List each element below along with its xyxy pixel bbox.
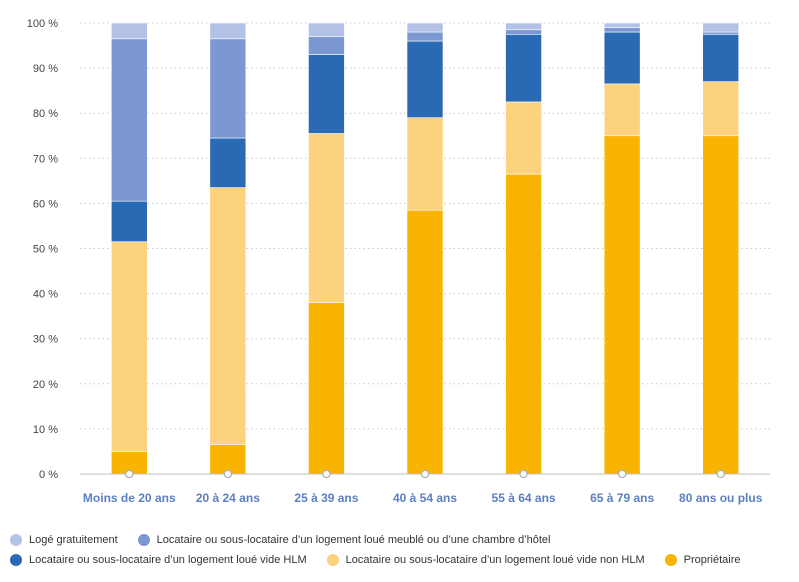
y-tick-label: 100 %	[27, 18, 58, 30]
bar-segment	[209, 137, 247, 188]
x-axis-marker	[420, 469, 430, 479]
bar-segment	[505, 29, 542, 35]
bar-segment	[603, 135, 641, 475]
x-tick-label: 25 à 39 ans	[294, 491, 358, 505]
bar-segment	[505, 22, 542, 31]
legend: Logé gratuitement Locataire ou sous-loca…	[10, 530, 795, 570]
axis-markers	[125, 469, 725, 479]
bar-segment	[110, 38, 148, 202]
x-tick-label: 55 à 64 ans	[492, 491, 556, 505]
bar-segment	[308, 302, 345, 475]
legend-label: Propriétaire	[683, 554, 741, 566]
y-tick-label: 70 %	[33, 153, 58, 165]
x-tick-label: Moins de 20 ans	[83, 491, 176, 505]
bar-segment	[209, 38, 247, 139]
x-axis-marker	[519, 469, 528, 479]
bar-segment	[110, 241, 148, 452]
x-axis-marker	[223, 469, 233, 479]
legend-swatch	[137, 534, 150, 546]
y-tick-label: 20 %	[33, 379, 58, 391]
bar-segment	[702, 22, 740, 33]
x-axis-marker	[617, 469, 627, 479]
y-tick-label: 30 %	[33, 334, 58, 346]
bar-segment	[406, 209, 444, 475]
x-tick-label: 80 ans ou plus	[679, 491, 763, 505]
legend-item-loge-gratuitement: Logé gratuitement	[10, 534, 118, 546]
bar-segment	[406, 40, 444, 119]
y-tick-label: 80 %	[33, 108, 58, 120]
bar-segment	[702, 81, 740, 137]
legend-row-2: Locataire ou sous-locataire d’un logemen…	[10, 550, 795, 570]
bar-segment	[702, 33, 740, 82]
legend-row-1: Logé gratuitement Locataire ou sous-loca…	[10, 530, 795, 550]
bar-segment	[603, 83, 641, 137]
legend-swatch	[326, 554, 339, 566]
y-tick-label: 40 %	[33, 289, 58, 301]
x-tick-label: 20 à 24 ans	[196, 491, 260, 505]
bar-segment	[702, 135, 740, 475]
bar-segment	[209, 187, 247, 445]
y-tick-label: 0 %	[39, 469, 58, 481]
x-tick-label: 40 à 54 ans	[393, 491, 457, 505]
legend-label: Locataire ou sous-locataire d’un logemen…	[345, 554, 645, 566]
legend-item-locataire-hlm: Locataire ou sous-locataire d’un logemen…	[10, 554, 307, 566]
bar-segment	[110, 22, 148, 40]
bar-segment	[209, 22, 247, 40]
legend-label: Locataire ou sous-locataire d’un logemen…	[29, 554, 307, 566]
bar-segment	[603, 31, 641, 85]
y-tick-label: 90 %	[33, 63, 58, 75]
legend-swatch	[10, 534, 22, 546]
legend-label: Logé gratuitement	[29, 534, 118, 546]
x-tick-label: 65 à 79 ans	[590, 491, 654, 505]
y-tick-label: 50 %	[33, 244, 58, 256]
bar-segment	[406, 22, 444, 33]
bars	[110, 22, 740, 475]
bar-segment	[702, 31, 740, 35]
y-tick-label: 60 %	[33, 198, 58, 210]
bar-segment	[505, 101, 542, 175]
x-axis-marker	[716, 469, 725, 479]
legend-swatch	[664, 554, 677, 566]
bar-segment	[308, 22, 345, 37]
bar-segment	[110, 200, 148, 243]
bar-segment	[603, 22, 641, 28]
legend-item-locataire-meuble: Locataire ou sous-locataire d’un logemen…	[137, 534, 551, 546]
bar-segment	[308, 54, 345, 134]
bar-segment	[209, 444, 247, 475]
y-tick-label: 10 %	[33, 424, 58, 436]
bar-segment	[603, 27, 641, 33]
legend-item-locataire-non-hlm: Locataire ou sous-locataire d’un logemen…	[326, 554, 645, 566]
x-axis-marker	[322, 469, 331, 479]
bar-segment	[308, 133, 345, 303]
legend-label: Locataire ou sous-locataire d’un logemen…	[156, 534, 551, 546]
bar-segment	[406, 31, 444, 42]
bar-segment	[406, 117, 444, 211]
bar-segment	[308, 36, 345, 55]
bar-segment	[505, 33, 542, 103]
x-axis-marker	[125, 469, 134, 479]
bar-segment	[505, 173, 542, 475]
x-axis-labels: Moins de 20 ans 20 à 24 ans 25 à 39 ans 40 …	[83, 491, 763, 505]
legend-swatch	[10, 554, 22, 566]
legend-item-proprietaire: Propriétaire	[664, 554, 741, 566]
y-axis-ticks: 0 % 10 % 20 % 30 % 40 % 50 % 60 % 70 % 80 % 90 % 1…	[27, 18, 58, 481]
